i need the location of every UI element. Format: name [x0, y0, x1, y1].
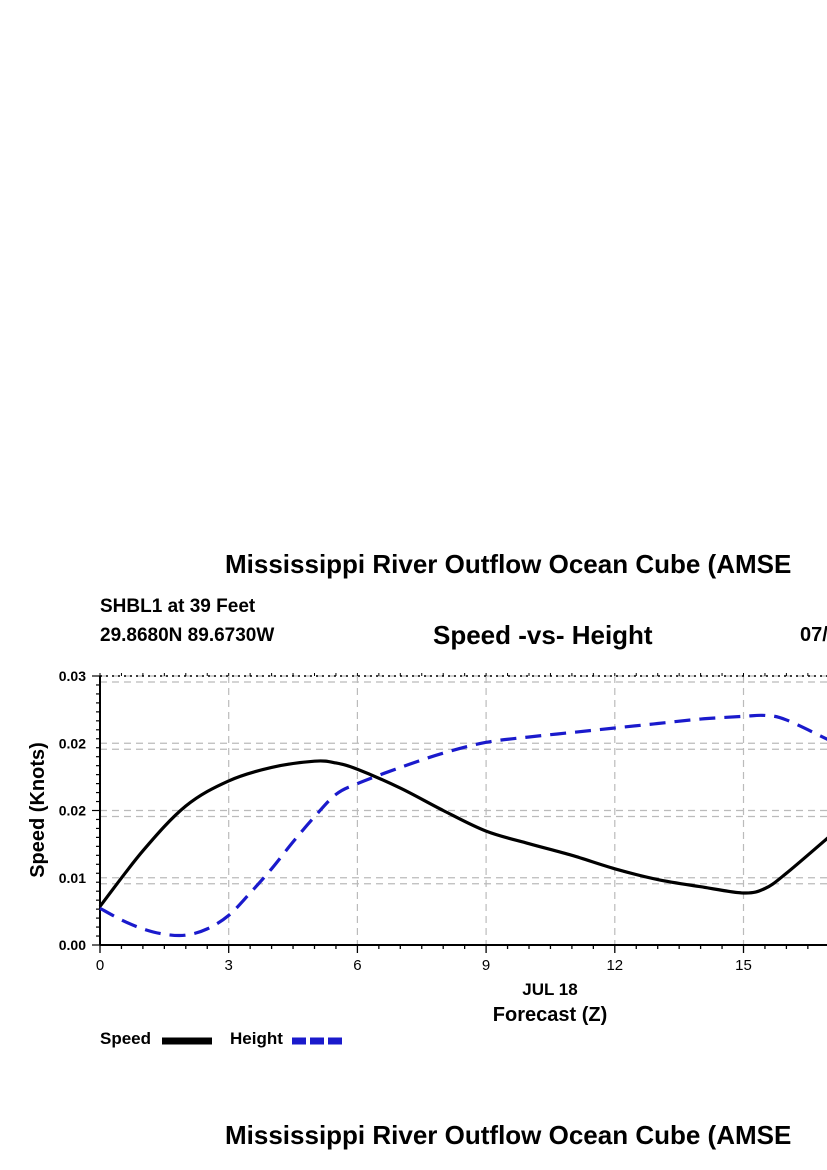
- y-tick-label: 0.00: [59, 937, 86, 953]
- x-tick-label: 3: [225, 957, 233, 974]
- chart-title: Speed -vs- Height: [433, 620, 653, 650]
- series-layer: [98, 713, 827, 938]
- x-tick-label: 15: [735, 957, 752, 974]
- forecast-date: 07/: [800, 624, 827, 646]
- y-tick-label: 0.01: [59, 870, 86, 886]
- legend-height-label: Height: [230, 1029, 283, 1048]
- page-title: Mississippi River Outflow Ocean Cube (AM…: [225, 549, 792, 579]
- axis-labels: 0 3 6 9 12 15 0.00 0.01 0.02 0.02 0.03 JUL 18 Foreca…: [27, 668, 752, 1026]
- station-coordinates: 29.8680N 89.6730W: [100, 625, 275, 646]
- station-name: SHBL1 at 39 Feet: [100, 596, 256, 617]
- grid: [100, 675, 827, 945]
- axes: [92, 673, 827, 953]
- y-tick-label: 0.02: [59, 803, 86, 819]
- legend-speed-label: Speed: [100, 1029, 152, 1048]
- speed-series-line: [98, 759, 827, 908]
- x-tick-label: 12: [606, 957, 623, 974]
- height-series-line: [99, 713, 827, 938]
- x-tick-label: 9: [482, 957, 490, 974]
- footer-title: Mississippi River Outflow Ocean Cube (AM…: [225, 1120, 792, 1150]
- y-tick-label: 0.02: [59, 735, 86, 751]
- x-tick-label: 0: [96, 957, 104, 974]
- x-tick-label: 6: [353, 957, 361, 974]
- y-tick-label: 0.03: [59, 668, 86, 684]
- x-axis-date-label: JUL 18: [522, 980, 577, 999]
- x-axis-title: Forecast (Z): [493, 1004, 607, 1026]
- y-axis-title: Speed (Knots): [27, 742, 49, 878]
